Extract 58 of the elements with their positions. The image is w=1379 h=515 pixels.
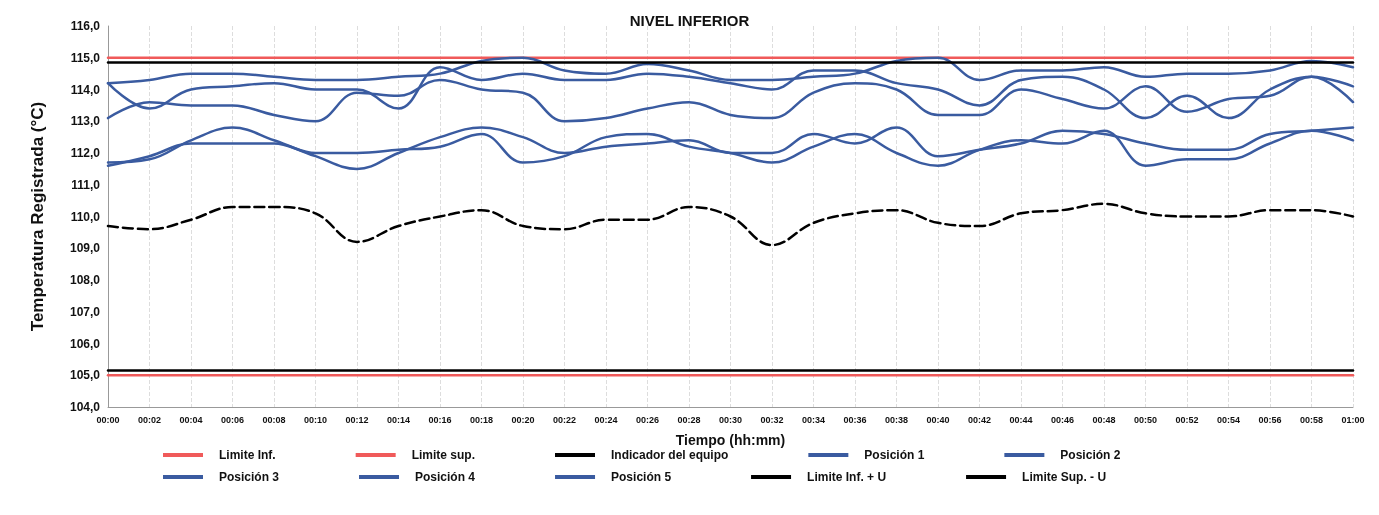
x-tick-label: 00:04 [179, 414, 203, 425]
x-tick-label: 00:48 [1092, 414, 1116, 425]
y-tick-label: 104,0 [69, 400, 101, 414]
x-tick-label: 00:02 [137, 414, 162, 425]
x-tick-label: 00:36 [843, 414, 867, 425]
x-tick-label: 00:46 [1050, 414, 1075, 425]
x-tick-label: 00:16 [428, 414, 452, 425]
x-tick-label: 00:54 [1216, 414, 1241, 425]
x-tick-label: 00:20 [511, 414, 535, 425]
line-series [106, 202, 1355, 247]
legend-label: Posición 2 [1060, 448, 1121, 462]
legend-label: Posición 1 [864, 448, 925, 462]
x-tick-label: 00:56 [1258, 414, 1282, 425]
x-tick-label: 00:08 [262, 414, 286, 425]
y-tick-label: 107,0 [69, 304, 101, 319]
x-tick-label: 00:26 [635, 414, 660, 425]
legend-label: Posición 3 [219, 470, 280, 484]
legend-label: Limite sup. [411, 448, 476, 462]
y-tick-label: 115,0 [70, 50, 101, 65]
y-tick-label: 113,0 [70, 114, 101, 129]
x-axis-title: Tiempo (hh:mm) [675, 432, 786, 448]
legend-label: Limite Inf. + U [807, 470, 887, 484]
y-tick-label: 106,0 [69, 336, 101, 351]
x-tick-label: 00:44 [1009, 414, 1033, 425]
y-tick-label: 105,0 [69, 368, 101, 383]
x-tick-label: 00:18 [469, 414, 494, 425]
x-tick-label: 00:38 [884, 414, 909, 425]
x-tick-label: 00:32 [760, 414, 784, 425]
y-tick-label: 110,0 [70, 209, 101, 224]
x-tick-label: 00:12 [345, 414, 369, 425]
legend-label: Limite Sup. - U [1022, 470, 1107, 484]
x-tick-label: 00:06 [220, 414, 245, 425]
legend-label: Indicador del equipo [611, 448, 729, 462]
y-tick-label: 114,0 [70, 82, 101, 97]
legend-label: Limite Inf. [219, 448, 276, 462]
chart-title: NIVEL INFERIOR [629, 12, 750, 29]
x-tick-label: 00:24 [594, 414, 618, 425]
y-tick-label: 108,0 [69, 273, 101, 287]
x-tick-label: 00:58 [1299, 414, 1324, 425]
x-tick-label: 00:14 [386, 414, 411, 425]
y-axis-title: Temperatura Registrada (°C) [28, 101, 47, 332]
x-tick-label: 00:52 [1175, 414, 1199, 425]
y-tick-label: 111,0 [71, 177, 101, 192]
x-tick-label: 00:00 [96, 414, 120, 425]
x-tick-label: 00:50 [1133, 414, 1158, 425]
x-tick-label: 00:30 [718, 414, 743, 425]
x-tick-label: 00:10 [303, 414, 328, 425]
legend-label: Posición 5 [611, 470, 672, 484]
y-tick-label: 109,0 [69, 241, 101, 256]
y-tick-label: 112,0 [70, 146, 101, 160]
x-tick-label: 01:00 [1341, 414, 1365, 425]
y-tick-label: 116,0 [70, 19, 101, 33]
x-tick-label: 00:34 [801, 414, 826, 425]
x-tick-label: 00:22 [552, 414, 577, 425]
x-tick-label: 00:28 [677, 414, 701, 425]
legend-label: Posición 4 [415, 470, 476, 484]
x-tick-label: 00:42 [967, 414, 992, 425]
x-tick-label: 00:40 [926, 414, 950, 425]
